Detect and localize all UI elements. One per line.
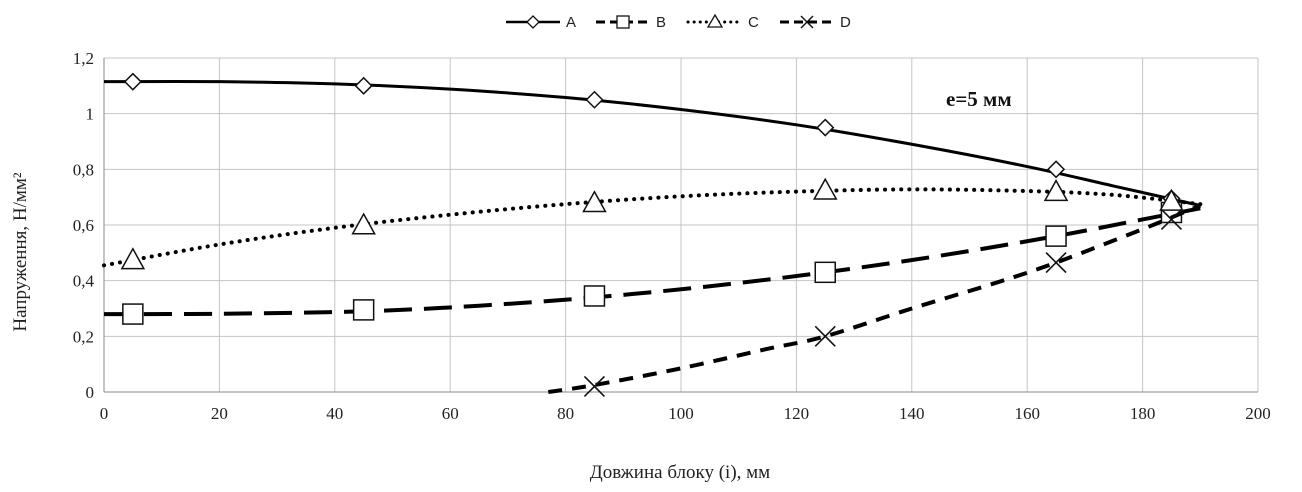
series-a-point-3	[816, 118, 835, 137]
legend-marker-b	[616, 15, 630, 29]
x-tick-label: 160	[1014, 404, 1040, 423]
series-c	[102, 177, 1203, 270]
series-d-point-0-stroke-b	[583, 375, 606, 397]
x-tick-label: 180	[1130, 404, 1156, 423]
y-tick-label: 0	[86, 383, 95, 402]
series-a-point-2	[585, 90, 604, 109]
series-d-point-1	[814, 325, 836, 347]
series-c-point-0	[120, 247, 146, 270]
y-tick-label: 0,4	[73, 272, 95, 291]
x-tick-label: 40	[326, 404, 343, 423]
x-tick-label: 100	[668, 404, 694, 423]
series-d-point-2-stroke-b	[1045, 252, 1067, 274]
legend-item-a: A	[506, 14, 576, 31]
series-a-point-4	[1046, 160, 1066, 179]
y-tick-label: 1,2	[73, 49, 94, 68]
series-b-point-1	[352, 299, 375, 321]
x-tick-label: 60	[442, 404, 459, 423]
series-c-point-4	[1043, 179, 1069, 202]
series-b-point-2	[583, 285, 606, 307]
legend-label-a: A	[566, 14, 576, 31]
x-axis-title: Довжина блоку (і), мм	[590, 462, 770, 483]
legend-marker-c	[706, 13, 724, 28]
series-b-point-4	[1045, 225, 1067, 247]
x-tick-label: 20	[211, 404, 228, 423]
legend-label-c: C	[748, 14, 759, 31]
legend-label-d: D	[840, 14, 851, 31]
series-d-line	[547, 203, 1202, 394]
series-c-point-2	[582, 190, 607, 213]
y-tick-label: 0,2	[73, 327, 94, 346]
axes: 0 20 40 60 80 100 120 140 160 180 200 0 0,2 0,4 0,6 0,8…	[73, 49, 1271, 423]
series-d-point-3	[1160, 208, 1183, 230]
legend-item-c: C	[686, 13, 759, 31]
series-b	[103, 201, 1201, 325]
legend-label-b: B	[656, 14, 666, 31]
x-tick-label: 0	[100, 404, 109, 423]
series-d-point-1-stroke-b	[814, 325, 836, 347]
series-layer	[102, 72, 1203, 397]
series-a-line	[103, 79, 1201, 207]
legend-marker-d-b	[800, 15, 814, 29]
y-tick-label: 0,6	[73, 216, 94, 235]
x-tick-label: 140	[899, 404, 925, 423]
y-tick-label: 0,8	[73, 160, 94, 179]
legend: A B C D	[506, 13, 851, 31]
series-d-point-2	[1045, 252, 1067, 274]
annotation-eccentricity: e=5 мм	[946, 87, 1012, 111]
series-b-line	[103, 206, 1201, 317]
y-tick-label: 1	[86, 105, 95, 124]
series-b-point-0	[122, 303, 144, 325]
y-axis-title: Напруження, Н/мм²	[10, 172, 31, 332]
series-d-point-0	[583, 375, 606, 397]
series-d	[547, 203, 1202, 397]
series-c-point-3	[812, 177, 838, 200]
x-tick-label: 120	[784, 404, 810, 423]
series-c-point-5	[1159, 188, 1184, 211]
series-d-point-3-stroke-b	[1160, 208, 1183, 230]
legend-marker-a	[526, 15, 540, 29]
x-tick-label: 200	[1245, 404, 1271, 423]
series-a-point-0	[123, 72, 142, 91]
legend-item-d: D	[780, 14, 851, 31]
series-a	[103, 72, 1201, 208]
series-c-line	[102, 187, 1203, 268]
legend-item-b: B	[596, 14, 666, 31]
x-tick-label: 80	[557, 404, 574, 423]
grid	[104, 57, 1259, 392]
series-c-point-1	[351, 212, 376, 235]
series-a-point-1	[354, 76, 373, 95]
series-b-point-3	[814, 261, 836, 284]
